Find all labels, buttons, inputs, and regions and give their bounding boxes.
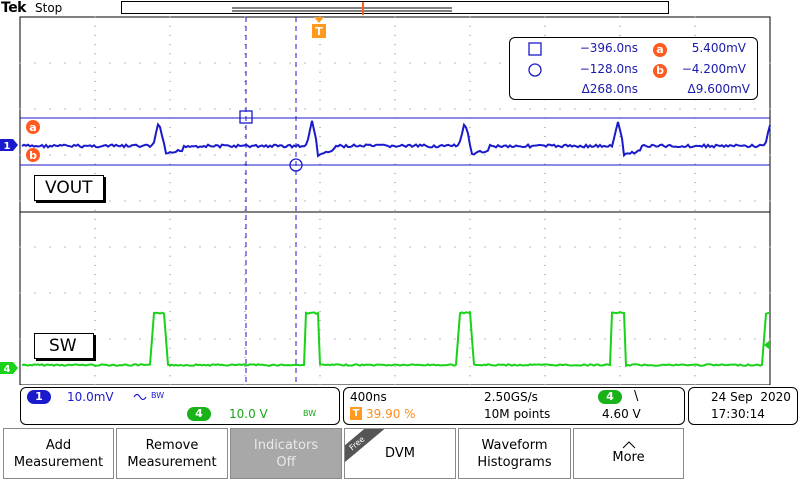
circle-cursor-marker[interactable] (289, 158, 303, 172)
trigger-level-marker[interactable] (764, 340, 770, 350)
trigger-marker-label: T (315, 25, 323, 38)
cursor-a-badge: a (26, 120, 40, 134)
histograms-line2: Histograms (477, 454, 552, 470)
add-measurement-line1: Add (45, 437, 72, 453)
more-button[interactable]: More (573, 428, 684, 479)
tek-logo: Tek (1, 0, 27, 16)
cursor-readout-panel[interactable]: −396.0ns −128.0ns Δ268.0ns a b 5.400mV −… (509, 37, 758, 100)
soft-button-row: Add Measurement Remove Measurement Indic… (0, 427, 800, 480)
cursor-a-value: 5.400mV (691, 41, 746, 55)
ch4-waveform (21, 311, 771, 368)
ch1-waveform (21, 120, 771, 158)
svg-text:1: 1 (4, 141, 11, 152)
delta-time: Δ268.0ns (581, 82, 638, 96)
ch4-bw-flag: BW (303, 409, 317, 418)
circle-cursor-time: −128.0ns (579, 62, 638, 76)
ch4-ground-marker[interactable]: 4 (0, 362, 18, 375)
dvm-label: DVM (385, 446, 415, 461)
trigger-level: 4.60 V (602, 407, 641, 421)
svg-text:a: a (29, 121, 36, 134)
waveform-histograms-button[interactable]: Waveform Histograms (458, 428, 571, 479)
indicators-button[interactable]: Indicators Off (230, 428, 342, 479)
trigger-source-badge: 4 (598, 390, 622, 404)
square-cursor-icon (528, 42, 542, 56)
ch1-badge: 1 (27, 390, 51, 404)
indicators-state: Off (276, 454, 296, 470)
top-bar: Tek Stop (0, 0, 800, 17)
svg-text:b: b (29, 149, 37, 162)
cursor-b-value: −4.200mV (681, 62, 746, 76)
ch1-ground-marker[interactable]: 1 (0, 139, 18, 152)
cursor-b-icon: b (653, 64, 667, 78)
time-display: 17:30:14 (711, 407, 765, 421)
run-state: Stop (35, 1, 63, 15)
waveform-display[interactable]: T a b 1 4 (0, 0, 800, 385)
ch1-scale: 10.0mV (67, 390, 114, 404)
dvm-button[interactable]: Free DVM (344, 428, 456, 479)
remove-measurement-line1: Remove (145, 437, 199, 453)
delta-value: Δ9.600mV (687, 82, 750, 96)
remove-measurement-button[interactable]: Remove Measurement (116, 428, 228, 479)
ch1-name-label: VOUT (34, 175, 104, 201)
ac-coupling-icon (133, 393, 147, 401)
record-length: 10M points (484, 407, 551, 421)
svg-text:4: 4 (4, 364, 11, 375)
add-measurement-line2: Measurement (13, 454, 104, 470)
datetime-panel: 24 Sep 2020 17:30:14 (688, 387, 798, 425)
vertical-cursor-lines (245, 17, 297, 385)
indicators-line1: Indicators (253, 437, 319, 453)
status-row: 1 10.0mV BW 4 10.0 V BW 400ns T 39.90 % … (0, 385, 800, 427)
trigger-slope-icon: \ (634, 389, 639, 404)
trigger-position-marker[interactable]: T (312, 17, 326, 38)
square-cursor-marker[interactable] (239, 110, 253, 124)
ch1-bw-flag: BW (151, 391, 165, 400)
trigger-position: 39.90 % (366, 407, 416, 421)
timebase-panel[interactable]: 400ns T 39.90 % 2.50GS/s 10M points 4 \ … (343, 387, 685, 425)
histograms-line1: Waveform (481, 437, 548, 453)
square-cursor-time: −396.0ns (579, 41, 638, 55)
date-display: 24 Sep 2020 (711, 390, 791, 404)
horizontal-scale: 400ns (350, 390, 387, 404)
channel-settings-panel[interactable]: 1 10.0mV BW 4 10.0 V BW (20, 387, 340, 425)
horizontal-cursor-lines (20, 117, 770, 166)
cursor-a-icon: a (653, 43, 667, 57)
cursor-b-badge: b (26, 148, 40, 162)
chevron-up-icon (622, 441, 635, 449)
trigger-icon: T (350, 407, 362, 420)
record-view-bar[interactable] (121, 1, 669, 15)
ch4-scale: 10.0 V (229, 407, 268, 421)
more-label: More (612, 450, 645, 465)
circle-cursor-icon (528, 63, 542, 77)
ch4-name-label: SW (34, 333, 94, 359)
ch4-badge: 4 (187, 407, 211, 421)
sample-rate: 2.50GS/s (484, 390, 538, 404)
add-measurement-button[interactable]: Add Measurement (3, 428, 114, 479)
remove-measurement-line2: Measurement (127, 454, 217, 470)
